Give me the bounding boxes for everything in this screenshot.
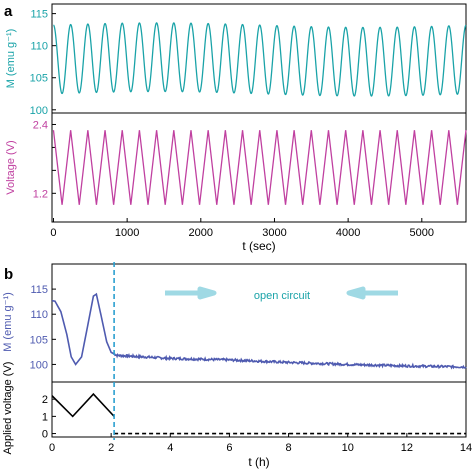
- a-bottom-series-line: [52, 130, 467, 205]
- right-arrow-icon: [165, 286, 217, 300]
- open-circuit-annotation: open circuit: [254, 290, 310, 302]
- a-top-frame: [51, 3, 467, 114]
- a-bottom-ytick-label: 2.4: [33, 119, 48, 131]
- a-bottom-xtick-label: 0: [50, 227, 56, 239]
- b-bottom-xtick-label: 4: [167, 442, 173, 454]
- b-bottom-frame: [51, 381, 467, 438]
- a-bottom-ytick-label: 1.2: [33, 188, 48, 200]
- a-top-ylabel: M (emu g⁻¹): [5, 29, 17, 89]
- b-bottom-xtick-label: 8: [286, 442, 292, 454]
- a-bottom-xlabel: t (sec): [242, 239, 275, 253]
- b-top-ylabel: M (emu g⁻¹): [2, 292, 14, 352]
- b-bottom-ytick-label: 1: [42, 411, 48, 423]
- b-bottom-ytick-label: 0: [42, 429, 48, 441]
- b-bottom-xtick-label: 12: [401, 442, 413, 454]
- b-top-ytick-label: 110: [30, 309, 48, 321]
- a-bottom-xtick-label: 1000: [115, 227, 139, 239]
- a-top-series-line: [53, 22, 467, 97]
- b-bottom-xtick-label: 6: [226, 442, 232, 454]
- a-top-ytick-label: 110: [30, 41, 48, 53]
- b-bottom-xtick-label: 10: [342, 442, 354, 454]
- b-bottom-xtick-label: 14: [460, 442, 472, 454]
- b-top-series-line: [51, 292, 467, 370]
- a-bottom-xtick-label: 5000: [410, 227, 434, 239]
- a-bottom-xtick-label: 2000: [189, 227, 213, 239]
- b-top-ytick-label: 115: [30, 284, 48, 296]
- b-bottom-series-solid-line: [51, 392, 115, 418]
- b-bottom-xtick-label: 0: [49, 442, 55, 454]
- a-bottom-xtick-label: 4000: [336, 227, 360, 239]
- b-bottom-xtick-label: 2: [108, 442, 114, 454]
- a-bottom-xtick-label: 3000: [262, 227, 286, 239]
- a-top-ytick-label: 105: [30, 73, 48, 85]
- a-bottom-frame: [51, 112, 467, 223]
- b-top-ytick-label: 100: [30, 359, 48, 371]
- a-bottom-ylabel: Voltage (V): [5, 140, 17, 194]
- a-top-ytick-label: 100: [30, 105, 48, 117]
- left-arrow-icon: [346, 286, 398, 300]
- b-bottom-ylabel: Applied voltage (V): [2, 362, 14, 455]
- b-bottom-xlabel: t (h): [248, 455, 269, 469]
- panel-a-label: a: [4, 3, 13, 20]
- a-top-ytick-label: 115: [30, 9, 48, 21]
- panel-b-label: b: [4, 266, 13, 283]
- b-top-ytick-label: 105: [30, 334, 48, 346]
- b-bottom-ytick-label: 2: [42, 394, 48, 406]
